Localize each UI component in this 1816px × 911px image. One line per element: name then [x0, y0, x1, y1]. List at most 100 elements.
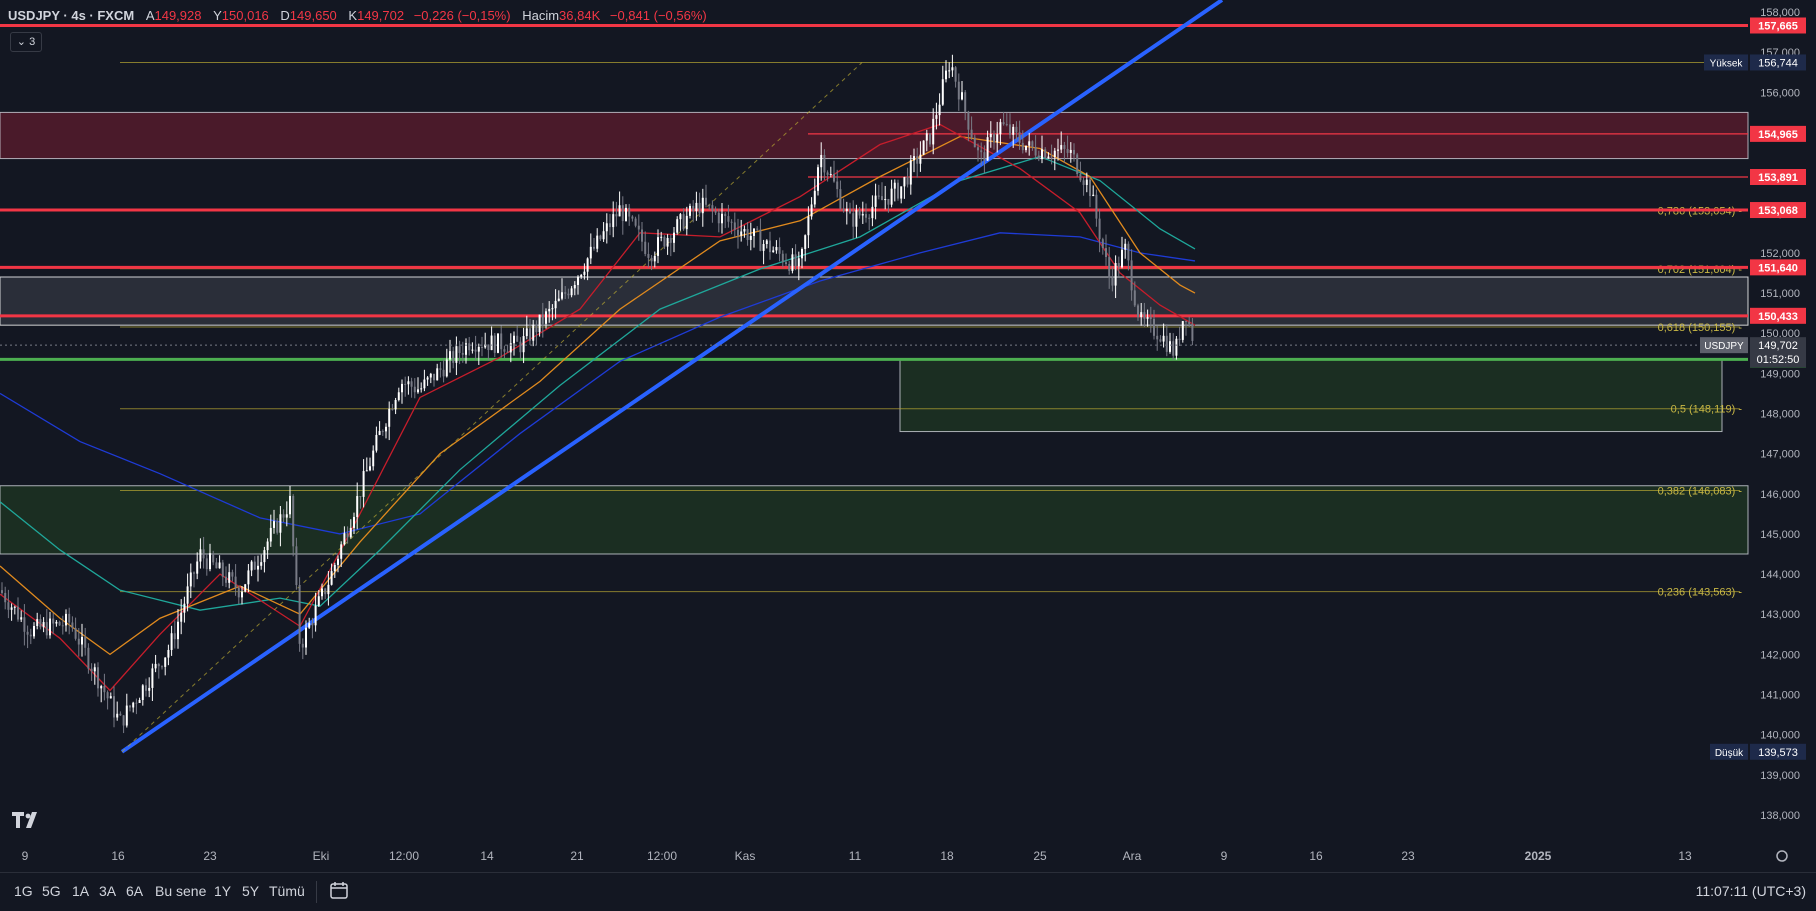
candle-body	[903, 177, 906, 187]
candle-body	[4, 592, 7, 603]
candle-body	[922, 140, 925, 155]
candle-body	[679, 214, 682, 220]
time-tick-0: 9	[22, 849, 29, 863]
candle-body	[925, 133, 928, 141]
candle-body	[218, 562, 221, 569]
candle-body	[762, 243, 765, 251]
candle-body	[1105, 248, 1107, 258]
candle-body	[1181, 321, 1184, 340]
candle-body	[10, 607, 13, 610]
collapse-indicators-button[interactable]: ⌄ 3	[10, 32, 42, 52]
candle-body	[989, 133, 992, 138]
high-value: 150,016	[221, 8, 269, 23]
candle-body	[919, 154, 922, 164]
timeframe-7[interactable]: 5Y	[242, 883, 260, 899]
candle-body	[612, 214, 615, 228]
candle-body	[525, 328, 528, 337]
candle-body	[996, 134, 999, 143]
candle-body	[983, 152, 986, 161]
timeframe-8[interactable]: Tümü	[269, 883, 305, 899]
candle-body	[705, 197, 707, 205]
candle-body	[23, 617, 26, 632]
candle-body	[391, 408, 394, 410]
timeframe-0[interactable]: 1G	[14, 883, 33, 899]
candle-body	[417, 389, 419, 393]
level-badge-4	[1750, 259, 1806, 276]
candle-body	[1085, 179, 1088, 185]
time-tick-9: 11	[849, 849, 862, 863]
candle-body	[74, 628, 77, 639]
candle-body	[497, 333, 499, 353]
timeframe-2[interactable]: 1A	[72, 883, 90, 899]
candle-body	[596, 235, 599, 249]
candle-body	[1143, 312, 1146, 319]
timeframe-3[interactable]: 3A	[99, 883, 117, 899]
timeframe-5[interactable]: Bu sene	[155, 883, 207, 899]
zone-0	[0, 111, 1749, 160]
low-value: 149,650	[289, 8, 337, 23]
settings-icon	[1776, 850, 1788, 862]
candle-body	[410, 381, 413, 387]
calendar-icon[interactable]	[328, 879, 350, 901]
candle-body	[129, 705, 131, 708]
candle-body	[311, 623, 314, 626]
candle-body	[404, 383, 407, 385]
candle-body	[871, 206, 874, 219]
candle-body	[506, 351, 509, 353]
candle-body	[215, 562, 218, 569]
time-tick-15: 23	[1401, 849, 1415, 863]
candle-body	[1060, 145, 1063, 150]
level-badge-text-3: 153,068	[1758, 205, 1798, 217]
candle-body	[1, 590, 3, 593]
time-tick-7: 12:00	[647, 849, 677, 863]
candle-body	[292, 495, 295, 547]
low-marker-bg	[1750, 743, 1806, 760]
candle-body	[148, 687, 151, 691]
candle-body	[490, 335, 493, 351]
candle-body	[551, 308, 554, 310]
candle-body	[77, 638, 80, 645]
candle-body	[1159, 339, 1162, 342]
candle-body	[730, 221, 733, 223]
candle-body	[637, 225, 640, 230]
timeframe-1[interactable]: 5G	[42, 883, 61, 899]
candle-body	[1009, 124, 1011, 135]
candle-body	[785, 262, 787, 265]
candle-body	[244, 584, 247, 592]
candle-body	[13, 606, 16, 608]
candle-body	[663, 236, 666, 247]
candle-body	[545, 311, 547, 324]
candle-body	[388, 408, 391, 427]
candle-body	[964, 92, 967, 112]
candle-body	[580, 274, 583, 277]
timeframe-6[interactable]: 1Y	[214, 883, 232, 899]
timeframe-4[interactable]: 6A	[126, 883, 144, 899]
clock[interactable]: 11:07:11 (UTC+3)	[1695, 883, 1806, 899]
candle-body	[103, 686, 106, 693]
candle-body	[295, 546, 298, 586]
candle-body	[1069, 149, 1072, 153]
candle-body	[1185, 321, 1187, 323]
candle-body	[1146, 317, 1149, 319]
candle-body	[119, 713, 122, 716]
candle-body	[442, 369, 445, 377]
candle-body	[1012, 126, 1015, 135]
candle-body	[772, 250, 775, 253]
candle-body	[429, 373, 432, 378]
candle-body	[1018, 132, 1021, 143]
candle-body	[788, 264, 791, 271]
candle-body	[1095, 194, 1098, 219]
candle-body	[298, 585, 301, 644]
symbol-title[interactable]: USDJPY · 4s · FXCM	[8, 8, 135, 23]
time-tick-3: Eki	[313, 849, 330, 863]
candle-body	[1137, 305, 1139, 318]
current-price-value: 149,702	[1758, 340, 1798, 352]
candle-body	[865, 214, 867, 218]
candle-body	[17, 606, 19, 620]
candle-body	[471, 349, 474, 351]
candle-body	[61, 625, 64, 627]
candle-body	[180, 612, 183, 622]
candle-body	[84, 636, 87, 648]
fib-label-6: 0,236 (143,563) -	[1658, 587, 1743, 599]
